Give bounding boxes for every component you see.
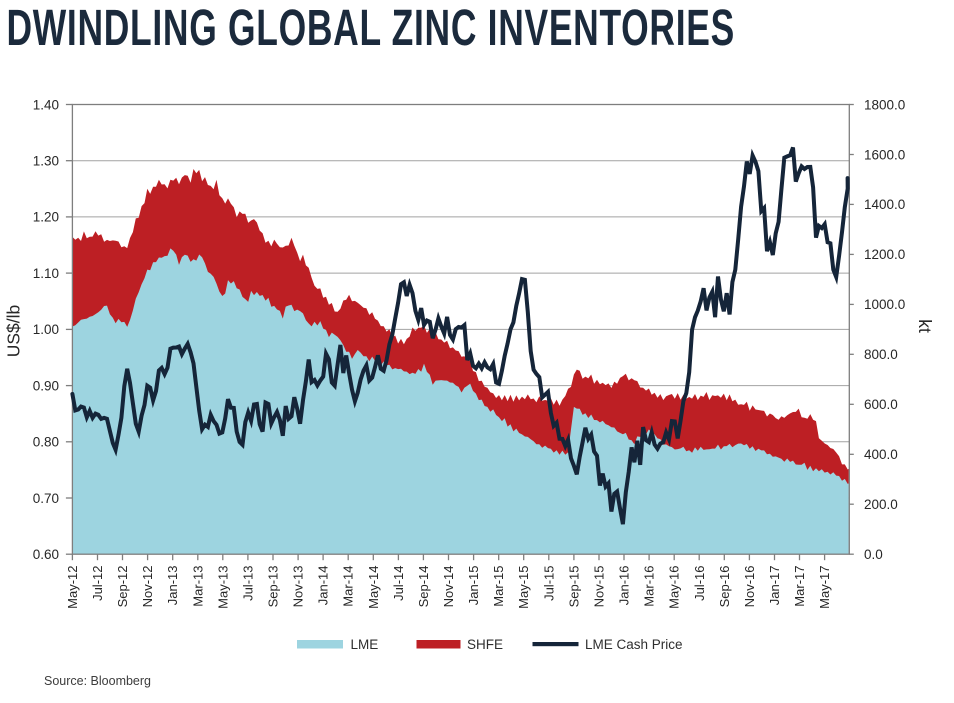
svg-text:Sep-14: Sep-14: [416, 566, 431, 608]
svg-text:Mar-16: Mar-16: [642, 566, 657, 607]
svg-text:Sep-15: Sep-15: [566, 566, 581, 608]
svg-text:0.70: 0.70: [33, 491, 59, 506]
svg-text:Nov-13: Nov-13: [291, 566, 306, 608]
svg-text:Mar-15: Mar-15: [491, 566, 506, 607]
svg-text:Nov-15: Nov-15: [592, 566, 607, 608]
svg-text:400.0: 400.0: [864, 447, 898, 462]
svg-text:1.10: 1.10: [33, 266, 59, 281]
svg-text:Jul-16: Jul-16: [692, 566, 707, 601]
svg-text:May-13: May-13: [215, 566, 230, 609]
svg-text:Jan-13: Jan-13: [165, 566, 180, 606]
svg-text:Sep-16: Sep-16: [717, 566, 732, 608]
svg-text:1.40: 1.40: [33, 97, 59, 112]
svg-text:Mar-17: Mar-17: [792, 566, 807, 607]
svg-text:Jan-15: Jan-15: [466, 566, 481, 606]
svg-text:Nov-14: Nov-14: [441, 566, 456, 608]
svg-text:0.80: 0.80: [33, 435, 59, 450]
svg-text:Nov-12: Nov-12: [140, 566, 155, 608]
svg-text:Jul-13: Jul-13: [240, 566, 255, 601]
svg-text:1.00: 1.00: [33, 322, 59, 337]
svg-text:Nov-16: Nov-16: [742, 566, 757, 608]
svg-text:Jan-17: Jan-17: [767, 566, 782, 606]
svg-text:kt: kt: [915, 319, 935, 333]
svg-text:1200.0: 1200.0: [864, 247, 905, 262]
svg-text:LME: LME: [351, 637, 379, 652]
svg-text:DWINDLING GLOBAL ZINC INVENTOR: DWINDLING GLOBAL ZINC INVENTORIES: [7, 0, 735, 57]
svg-text:Mar-13: Mar-13: [190, 566, 205, 607]
svg-text:1.20: 1.20: [33, 210, 59, 225]
svg-text:May-16: May-16: [667, 566, 682, 609]
svg-text:Jul-15: Jul-15: [541, 566, 556, 601]
svg-text:1.30: 1.30: [33, 154, 59, 169]
svg-text:Jan-16: Jan-16: [617, 566, 632, 606]
svg-text:Jul-14: Jul-14: [391, 566, 406, 601]
svg-text:1800.0: 1800.0: [864, 97, 905, 112]
svg-text:Jan-14: Jan-14: [316, 566, 331, 606]
svg-text:0.60: 0.60: [33, 547, 59, 562]
svg-text:600.0: 600.0: [864, 397, 898, 412]
svg-text:Sep-12: Sep-12: [115, 566, 130, 608]
svg-text:Mar-14: Mar-14: [341, 566, 356, 607]
svg-text:0.0: 0.0: [864, 547, 883, 562]
svg-text:May-17: May-17: [817, 566, 832, 609]
svg-text:May-12: May-12: [65, 566, 80, 609]
svg-text:Source: Bloomberg: Source: Bloomberg: [44, 674, 151, 688]
svg-text:May-14: May-14: [366, 566, 381, 609]
svg-text:200.0: 200.0: [864, 497, 898, 512]
svg-text:800.0: 800.0: [864, 347, 898, 362]
svg-text:May-15: May-15: [516, 566, 531, 609]
svg-text:US$/lb: US$/lb: [4, 305, 24, 358]
svg-text:SHFE: SHFE: [467, 637, 503, 652]
svg-text:0.90: 0.90: [33, 378, 59, 393]
svg-text:1400.0: 1400.0: [864, 197, 905, 212]
svg-text:Jul-12: Jul-12: [90, 566, 105, 601]
svg-text:1600.0: 1600.0: [864, 147, 905, 162]
svg-text:LME Cash Price: LME Cash Price: [585, 637, 683, 652]
svg-text:Sep-13: Sep-13: [266, 566, 281, 608]
svg-text:1000.0: 1000.0: [864, 297, 905, 312]
